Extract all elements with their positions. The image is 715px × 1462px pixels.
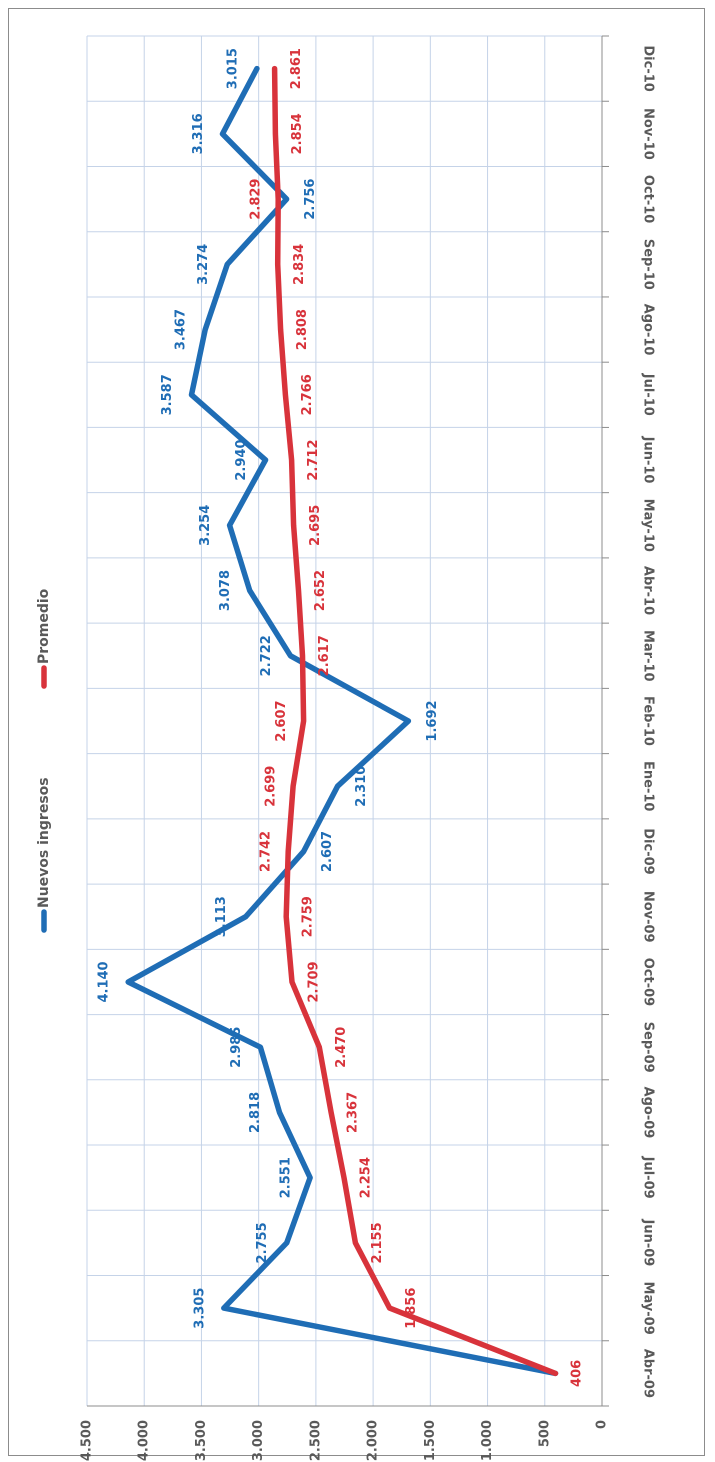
data-label-promedio: 2.607: [274, 700, 289, 741]
category-tick-label: Oct-10: [641, 175, 656, 223]
value-tick-label: 1.000: [480, 1420, 495, 1461]
data-label-promedio: 2.854: [290, 113, 305, 154]
category-tick-label: Jul-09: [641, 1156, 656, 1199]
value-tick-label: 2.500: [308, 1420, 323, 1461]
data-label-nuevos-ingresos: 1.692: [425, 700, 440, 741]
value-tick-label: 4.500: [80, 1420, 95, 1461]
legend-label-promedio: Promedio: [36, 588, 52, 664]
category-tick-label: Ago-10: [641, 304, 656, 356]
data-label-promedio: 2.695: [308, 505, 323, 546]
data-label-nuevos-ingresos: 2.722: [259, 635, 274, 676]
data-label-nuevos-ingresos: 3.467: [174, 309, 189, 350]
data-label-nuevos-ingresos: 3.274: [196, 244, 211, 285]
category-tick-label: Nov-09: [641, 891, 656, 943]
category-tick-label: Mar-10: [641, 630, 656, 682]
data-label-nuevos-ingresos: 3.587: [160, 374, 175, 415]
category-tick-label: May-10: [641, 499, 656, 552]
data-label-nuevos-ingresos: 2.755: [255, 1222, 270, 1263]
category-tick-label: Sep-09: [641, 1022, 656, 1073]
category-tick-label: Dic-09: [641, 828, 656, 874]
data-label-promedio: 2.712: [306, 439, 321, 480]
value-tick-label: 3.000: [251, 1420, 266, 1461]
data-label-nuevos-ingresos: 4.140: [97, 961, 112, 1002]
value-tick-label: 2.000: [366, 1420, 381, 1461]
category-tick-label: Sep-10: [641, 239, 656, 290]
data-labels: 3.305 2.755 2.551 2.818 2.985 4.140 3.113 2.607…: [97, 48, 585, 1387]
category-tick-label: Abr-10: [641, 566, 656, 615]
value-tick-label: 4.000: [137, 1420, 152, 1461]
data-label-nuevos-ingresos: 3.316: [191, 113, 206, 154]
category-tick-label: Ago-09: [641, 1087, 656, 1139]
data-label-promedio: 2.766: [300, 374, 315, 415]
category-tick-label: Feb-10: [641, 696, 656, 746]
data-label-promedio: 2.829: [249, 179, 264, 220]
category-tick-label: Ene-10: [641, 761, 656, 811]
legend-label-nuevos-ingresos: Nuevos ingresos: [36, 777, 52, 908]
data-label-promedio: 2.808: [295, 309, 310, 350]
data-label-promedio: 1.856: [404, 1288, 419, 1329]
grid-lines: [86, 35, 602, 1406]
data-label-nuevos-ingresos: 2.940: [234, 439, 249, 480]
data-label-nuevos-ingresos: 3.113: [214, 896, 229, 937]
data-label-promedio: 2.652: [313, 570, 328, 611]
chart-frame: [8, 8, 705, 1456]
value-tick-label: 0: [595, 1420, 610, 1429]
category-tick-label: May-09: [641, 1282, 656, 1335]
tick-labels: 0 500 1.000 1.500 2.000 2.500 3.000 3.500 4.000 4…: [80, 45, 656, 1461]
data-label-promedio: 2.699: [264, 766, 279, 807]
data-label-nuevos-ingresos: 2.756: [303, 179, 318, 220]
value-tick-label: 1.500: [423, 1420, 438, 1461]
data-label-promedio: 2.709: [306, 961, 321, 1002]
data-label-nuevos-ingresos: 3.305: [192, 1288, 207, 1329]
data-label-promedio: 406: [570, 1360, 585, 1387]
data-label-nuevos-ingresos: 2.551: [279, 1157, 294, 1198]
data-label-promedio: 2.155: [370, 1222, 385, 1263]
axes: [87, 35, 609, 1407]
category-tick-label: Abr-09: [641, 1349, 656, 1398]
data-label-promedio: 2.617: [317, 635, 332, 676]
value-tick-label: 3.500: [194, 1420, 209, 1461]
data-label-promedio: 2.759: [301, 896, 316, 937]
series-line-promedio: [271, 65, 559, 1377]
data-label-nuevos-ingresos: 2.607: [320, 831, 335, 872]
value-tick-label: 500: [537, 1420, 552, 1447]
category-tick-label: Jul-10: [641, 373, 656, 416]
data-label-nuevos-ingresos: 3.015: [225, 48, 240, 89]
category-tick-label: Oct-09: [641, 958, 656, 1006]
data-label-nuevos-ingresos: 2.310: [354, 766, 369, 807]
data-label-promedio: 2.470: [334, 1027, 349, 1068]
data-label-nuevos-ingresos: 3.254: [198, 505, 213, 546]
legend: Nuevos ingresos Promedio: [36, 588, 52, 933]
data-label-nuevos-ingresos: 2.985: [229, 1027, 244, 1068]
category-tick-label: Dic-10: [641, 45, 656, 91]
series-line-nuevos-ingresos: [125, 65, 559, 1377]
data-label-nuevos-ingresos: 2.818: [248, 1092, 263, 1133]
data-label-nuevos-ingresos: 3.078: [218, 570, 233, 611]
category-tick-label: Nov-10: [641, 108, 656, 160]
data-label-promedio: 2.861: [289, 48, 304, 89]
category-tick-label: Jun-10: [641, 436, 656, 484]
series-lines: [125, 65, 559, 1377]
data-label-promedio: 2.367: [346, 1092, 361, 1133]
data-label-promedio: 2.254: [359, 1157, 374, 1198]
data-label-promedio: 2.834: [292, 244, 307, 285]
category-tick-label: Jun-09: [641, 1218, 656, 1266]
data-label-promedio: 2.742: [259, 831, 274, 872]
